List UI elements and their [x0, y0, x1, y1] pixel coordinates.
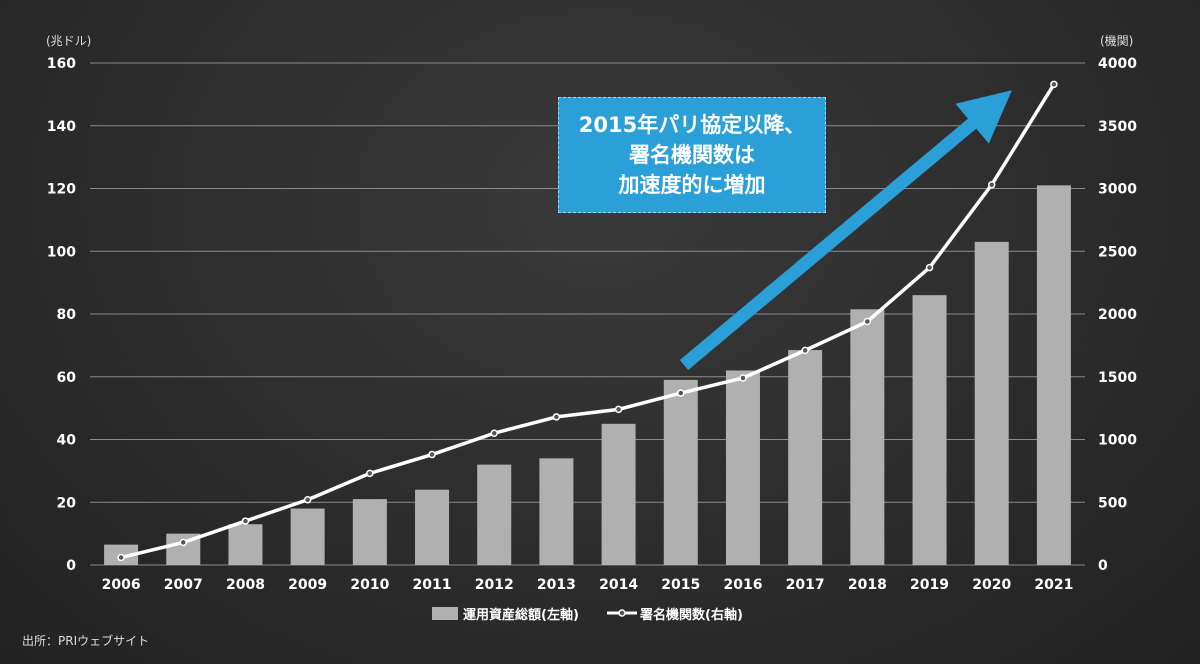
left-tick-label: 120: [47, 182, 76, 198]
bar: [539, 458, 574, 565]
line-point: [863, 317, 872, 326]
line-point: [677, 389, 685, 397]
legend-line-label: 署名機関数(右軸): [640, 607, 743, 623]
legend: 運用資産総額(左軸) 署名機関数(右軸): [432, 607, 743, 623]
left-tick-label: 40: [57, 433, 77, 449]
bar: [477, 464, 512, 565]
x-tick-label: 2020: [972, 577, 1011, 593]
x-tick-label: 2008: [226, 577, 265, 593]
x-tick-label: 2019: [910, 577, 949, 593]
annotation-line-2: 署名機関数は: [629, 143, 755, 167]
left-tick-label: 0: [66, 558, 76, 574]
line-point: [241, 517, 250, 525]
right-tick-label: 2500: [1098, 244, 1137, 260]
line-point: [1050, 80, 1058, 89]
x-tick-label: 2014: [599, 577, 638, 593]
line-point: [303, 495, 312, 504]
legend-bar-swatch: [432, 607, 458, 620]
x-tick-label: 2009: [288, 577, 327, 593]
left-tick-label: 100: [47, 244, 76, 260]
left-axis-unit: (兆ドル): [46, 34, 91, 48]
bar: [1036, 185, 1071, 566]
line-point: [925, 263, 934, 272]
line-point: [987, 180, 996, 189]
left-tick-label: 80: [57, 307, 77, 323]
x-tick-label: 2017: [786, 577, 825, 593]
x-tick-label: 2010: [350, 577, 389, 593]
line-point: [614, 405, 623, 414]
bar: [974, 241, 1009, 565]
bar: [912, 295, 947, 565]
right-tick-label: 1500: [1098, 370, 1137, 386]
source-note: 出所：PRIウェブサイト: [22, 634, 150, 648]
bar: [601, 423, 636, 565]
right-tick-label: 0: [1098, 558, 1108, 574]
line-point: [428, 450, 436, 459]
line-point: [490, 429, 498, 437]
x-tick-label: 2007: [164, 577, 203, 593]
legend-line-marker: [618, 609, 626, 617]
trend-arrow: [679, 90, 1012, 370]
left-tick-label: 140: [47, 119, 76, 135]
x-tick-label: 2018: [848, 577, 887, 593]
left-tick-label: 160: [47, 56, 76, 72]
x-tick-label: 2016: [723, 577, 762, 593]
x-tick-label: 2015: [661, 577, 700, 593]
line-point: [366, 469, 374, 478]
bar: [850, 309, 885, 565]
line-point: [801, 346, 809, 355]
right-tick-label: 2000: [1098, 307, 1137, 323]
right-tick-label: 500: [1098, 495, 1127, 511]
bar: [415, 489, 450, 565]
bar: [290, 508, 325, 565]
annotation-line-3: 加速度的に増加: [618, 173, 766, 197]
x-tick-label: 2012: [475, 577, 514, 593]
line-point: [552, 413, 561, 421]
x-tick-label: 2006: [102, 577, 141, 593]
line-point: [739, 374, 747, 382]
right-tick-label: 4000: [1098, 56, 1137, 72]
right-axis-unit: (機関): [1100, 33, 1133, 48]
line-point: [117, 553, 125, 562]
left-tick-label: 60: [57, 370, 77, 386]
bar: [788, 350, 823, 565]
left-tick-label: 20: [57, 495, 77, 511]
right-tick-label: 3500: [1098, 119, 1137, 135]
x-tick-label: 2021: [1034, 577, 1073, 593]
right-tick-label: 3000: [1098, 182, 1137, 198]
line-point: [179, 538, 188, 547]
right-tick-label: 1000: [1098, 433, 1137, 449]
bar: [725, 370, 760, 565]
bar: [352, 499, 387, 565]
bar: [663, 379, 698, 565]
legend-bar-label: 運用資産総額(左軸): [463, 607, 579, 623]
annotation-callout: 2015年パリ協定以降、 署名機関数は 加速度的に増加: [558, 97, 826, 213]
annotation-line-1: 2015年パリ協定以降、: [578, 113, 806, 137]
x-tick-label: 2013: [537, 577, 576, 593]
bar: [228, 524, 263, 565]
series-line: [120, 83, 1056, 560]
x-tick-label: 2011: [413, 577, 452, 593]
